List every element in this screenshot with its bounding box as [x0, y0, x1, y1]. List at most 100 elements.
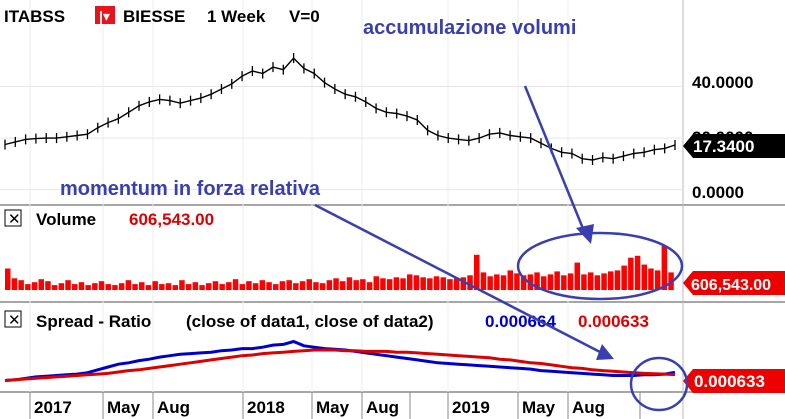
x-tick-label: Aug [366, 398, 399, 417]
spread-title: Spread - Ratio [36, 312, 151, 331]
volume-close-button[interactable] [4, 209, 22, 227]
volume-bar [561, 275, 567, 290]
x-tick-label: 2017 [34, 398, 72, 417]
volume-bar [494, 274, 500, 290]
volume-bar [5, 268, 11, 290]
volume-bar [98, 281, 105, 290]
volume-bar [165, 283, 172, 290]
volume-bar [259, 280, 266, 290]
symbol-menu-button[interactable] [95, 6, 115, 24]
annotation-momentum: momentum in forza relativa [60, 178, 321, 200]
volume-bar [172, 285, 178, 290]
volume-bar [266, 282, 272, 290]
x-tick-label: 2019 [452, 398, 490, 417]
volume-bar [621, 265, 627, 290]
volume-bar [608, 271, 614, 290]
volume-bar [232, 279, 239, 290]
volume-bar [92, 283, 98, 290]
volume-bar [112, 285, 118, 290]
annotation-accumulation: accumulazione volumi [363, 17, 576, 39]
volume-bar [353, 280, 359, 290]
volume-bar [118, 283, 125, 290]
spread-params: (close of data1, close of data2) [186, 312, 434, 331]
volume-bar [500, 275, 507, 290]
volume-value: 606,543.00 [129, 210, 214, 229]
volume-bar [25, 284, 31, 290]
volume-bar [239, 284, 245, 290]
volume-bar [534, 272, 540, 290]
volume-bar [51, 285, 58, 290]
volume-bar [487, 276, 493, 290]
annotation-ellipse-spread [629, 356, 689, 412]
volume-last-badge [683, 271, 785, 295]
volume-bar [547, 274, 554, 290]
volume-bar [420, 277, 426, 290]
volume-bar [474, 254, 480, 290]
volume-bar [427, 278, 433, 290]
volume-bar [72, 284, 78, 290]
volume-bar [594, 275, 601, 290]
volume-bar [654, 270, 661, 290]
volume-bar [413, 275, 420, 290]
volume-bar [192, 282, 199, 290]
volume-bar [648, 268, 654, 290]
spread-last-badge [683, 369, 785, 393]
volume-bar [313, 282, 319, 290]
volume-bar [326, 280, 333, 290]
volume-bar [567, 273, 574, 290]
instrument-name: BIESSE [123, 7, 185, 26]
annotation-arrow [523, 85, 588, 237]
volume-bar [628, 257, 634, 290]
spread-last-value: 0.000633 [694, 372, 765, 391]
volume-bar [212, 281, 219, 290]
volume-bar [38, 279, 44, 290]
volume-bar [31, 282, 38, 290]
volume-bar [145, 285, 152, 290]
volume-bar [407, 274, 413, 290]
volume-bar [346, 277, 353, 290]
volume-bar [641, 264, 647, 290]
volume-bar [520, 275, 527, 290]
annotation-ellipse-volume [516, 231, 684, 301]
volume-bar [11, 278, 18, 290]
volume-bar [125, 280, 132, 290]
period-label: 1 Week [207, 7, 266, 26]
volume-bar [252, 283, 259, 290]
volume-bar [246, 281, 252, 290]
volume-bar [480, 272, 487, 290]
price-last-value: 17.3400 [693, 137, 754, 156]
close-icon: ✕ [8, 312, 21, 329]
volume-bar [581, 274, 587, 290]
v-label: V=0 [289, 7, 320, 26]
volume-bar [386, 279, 393, 290]
volume-bar [453, 278, 460, 290]
volume-bar [340, 281, 346, 290]
volume-bar [306, 279, 312, 290]
volume-bar [373, 276, 379, 290]
volume-bar [179, 280, 185, 290]
x-tick-label: May [522, 398, 556, 417]
volume-bar [279, 281, 286, 290]
volume-bar [45, 281, 51, 290]
volume-bar [219, 284, 225, 290]
price-last-badge [683, 134, 785, 158]
x-tick-label: May [316, 398, 350, 417]
spread-close-button[interactable] [4, 310, 22, 328]
x-tick-label: Aug [572, 398, 605, 417]
volume-bar [467, 275, 473, 290]
x-tick-label: 2018 [247, 398, 285, 417]
volume-bar [661, 246, 668, 290]
volume-bar [507, 270, 513, 290]
volume-bar [360, 279, 366, 290]
x-tick-label: Aug [157, 398, 190, 417]
volume-bar [286, 280, 292, 290]
spread-value-2: 0.000633 [578, 312, 649, 331]
volume-bar [206, 283, 212, 290]
volume-bar [319, 283, 326, 290]
volume-bar [333, 278, 339, 290]
volume-bar [634, 255, 641, 290]
price-tick-label: 40.0000 [692, 73, 753, 92]
volume-bar [554, 271, 560, 290]
x-tick-label: May [107, 398, 141, 417]
volume-bar [18, 280, 24, 290]
